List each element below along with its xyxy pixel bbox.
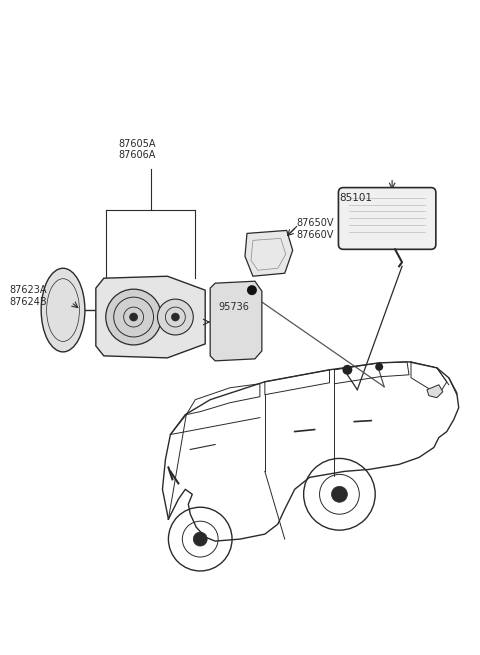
FancyBboxPatch shape [338, 187, 436, 250]
Circle shape [106, 289, 161, 345]
Circle shape [342, 365, 352, 375]
Circle shape [332, 486, 348, 502]
Circle shape [130, 313, 138, 321]
Circle shape [193, 532, 207, 546]
Polygon shape [210, 281, 262, 361]
Text: 85101: 85101 [339, 193, 372, 202]
Text: 87650V
87660V: 87650V 87660V [297, 219, 334, 240]
Ellipse shape [41, 269, 85, 352]
Text: 87623A
87624B: 87623A 87624B [9, 285, 47, 307]
Polygon shape [245, 231, 293, 276]
Circle shape [247, 285, 257, 295]
Polygon shape [96, 276, 205, 358]
Circle shape [375, 363, 383, 371]
Circle shape [171, 313, 180, 321]
Text: 87605A
87606A: 87605A 87606A [119, 139, 156, 160]
Circle shape [157, 299, 193, 335]
Text: 95736: 95736 [218, 302, 250, 312]
Polygon shape [427, 384, 443, 398]
